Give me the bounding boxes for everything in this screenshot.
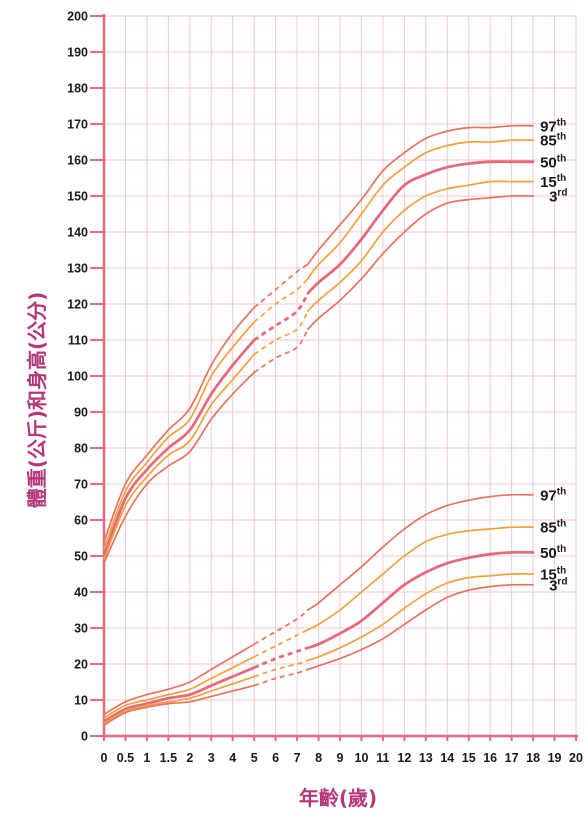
weight-p50-label: 50th <box>540 544 566 562</box>
ordinal-suffix: th <box>557 117 566 128</box>
height-p15-dashed <box>253 310 309 356</box>
weight-p50-line <box>102 666 256 723</box>
weight-p97-dashed <box>253 609 309 645</box>
weight-p85-label: 85th <box>540 519 566 537</box>
x-tick-label: 20 <box>569 751 583 765</box>
ordinal-suffix: th <box>557 132 566 143</box>
x-tick-label: 16 <box>483 751 497 765</box>
x-tick-label: 10 <box>355 751 369 765</box>
x-tick-label: 9 <box>337 751 344 765</box>
x-tick-label: 1.5 <box>160 751 177 765</box>
x-tick-label: 15 <box>462 751 476 765</box>
y-tick-label: 10 <box>74 694 88 708</box>
x-tick-label: 7 <box>294 751 301 765</box>
y-tick-label: 0 <box>81 730 88 744</box>
height-p85-label: 85th <box>540 132 566 150</box>
y-tick-label: 70 <box>74 478 88 492</box>
y-tick-label: 180 <box>67 82 88 96</box>
weight-p3-line <box>306 583 534 671</box>
y-tick-label: 200 <box>67 10 88 24</box>
x-tick-label: 12 <box>397 751 411 765</box>
ordinal-suffix: rd <box>557 188 567 199</box>
weight-p85-line <box>306 526 534 631</box>
y-tick-label: 140 <box>67 226 88 240</box>
height-p85-line <box>306 139 534 280</box>
height-p3-line <box>306 195 534 331</box>
x-tick-label: 5 <box>251 751 258 765</box>
x-tick-label: 18 <box>526 751 540 765</box>
height-p97-line <box>306 124 534 266</box>
x-tick-label: 2 <box>186 751 193 765</box>
y-tick-label: 20 <box>74 658 88 672</box>
height-p50-line <box>102 338 256 558</box>
ordinal-suffix: th <box>557 173 566 184</box>
weight-p97-line <box>103 643 256 716</box>
y-tick-label: 170 <box>67 118 88 132</box>
weight-p15-line <box>103 675 256 725</box>
weight-p50-dashed <box>253 646 309 669</box>
y-tick-label: 40 <box>74 586 88 600</box>
y-tick-label: 50 <box>74 550 88 564</box>
height-p50-dashed <box>253 292 310 342</box>
x-tick-label: 0 <box>101 751 108 765</box>
height-p85-line <box>103 321 256 550</box>
chart-grid <box>104 15 577 736</box>
ordinal-suffix: th <box>557 566 566 577</box>
weight-p3-line <box>103 684 256 727</box>
x-tick-label: 13 <box>419 751 433 765</box>
height-p50-label: 50th <box>540 153 566 171</box>
y-axis-title: 體重(公斤)和身高(公分) <box>25 292 49 509</box>
x-tick-label: 1 <box>143 751 150 765</box>
y-tick-label: 110 <box>68 334 88 348</box>
ordinal-suffix: th <box>557 486 566 497</box>
height-p97-line <box>103 306 256 543</box>
y-tick-label: 60 <box>74 514 88 528</box>
height-p15-line <box>103 353 256 561</box>
weight-p15-line <box>306 573 534 662</box>
x-tick-label: 11 <box>376 751 389 765</box>
x-tick-label: 4 <box>229 751 236 765</box>
height-p97-dashed <box>253 263 309 309</box>
x-tick-label: 6 <box>272 751 279 765</box>
x-tick-label: 17 <box>505 751 519 765</box>
weight-p97-label: 97th <box>540 486 566 504</box>
weight-p85-line <box>103 655 256 719</box>
ordinal-suffix: th <box>557 153 566 164</box>
height-p3-label: 3rd <box>549 188 567 206</box>
chart-series <box>102 124 535 727</box>
y-tick-label: 130 <box>67 262 88 276</box>
y-tick-label: 80 <box>74 442 88 456</box>
height-p3-dashed <box>253 328 309 374</box>
x-tick-label: 19 <box>548 751 562 765</box>
weight-p3-dashed <box>253 668 309 687</box>
y-tick-label: 160 <box>67 154 88 168</box>
height-p15-line <box>306 180 534 313</box>
ordinal-suffix: th <box>557 544 566 555</box>
weight-p15-dashed <box>253 659 309 678</box>
y-tick-label: 120 <box>67 298 88 312</box>
y-tick-label: 90 <box>74 406 88 420</box>
y-tick-label: 190 <box>67 46 88 60</box>
y-tick-label: 150 <box>67 190 88 204</box>
chart-axes: 0 0.5 1 1.5 2 3 4 5 6 7 8 9 10 11 12 13 14 15 16 17 18 19 2001… <box>67 10 583 766</box>
weight-p50-line <box>306 550 535 650</box>
x-tick-label: 8 <box>315 751 322 765</box>
ordinal-suffix: th <box>557 519 566 530</box>
y-tick-label: 30 <box>74 622 88 636</box>
x-tick-label: 0.5 <box>117 751 134 765</box>
x-tick-label: 14 <box>440 751 454 765</box>
height-p50-line <box>306 160 535 295</box>
weight-p85-dashed <box>253 629 309 658</box>
ordinal-suffix: rd <box>557 576 567 587</box>
weight-p97-line <box>306 493 534 611</box>
height-p3-line <box>103 371 256 565</box>
x-tick-label: 3 <box>208 751 215 765</box>
height-p85-dashed <box>253 278 309 323</box>
y-tick-label: 100 <box>67 370 88 384</box>
x-axis-title: 年齡(歲) <box>299 786 377 810</box>
